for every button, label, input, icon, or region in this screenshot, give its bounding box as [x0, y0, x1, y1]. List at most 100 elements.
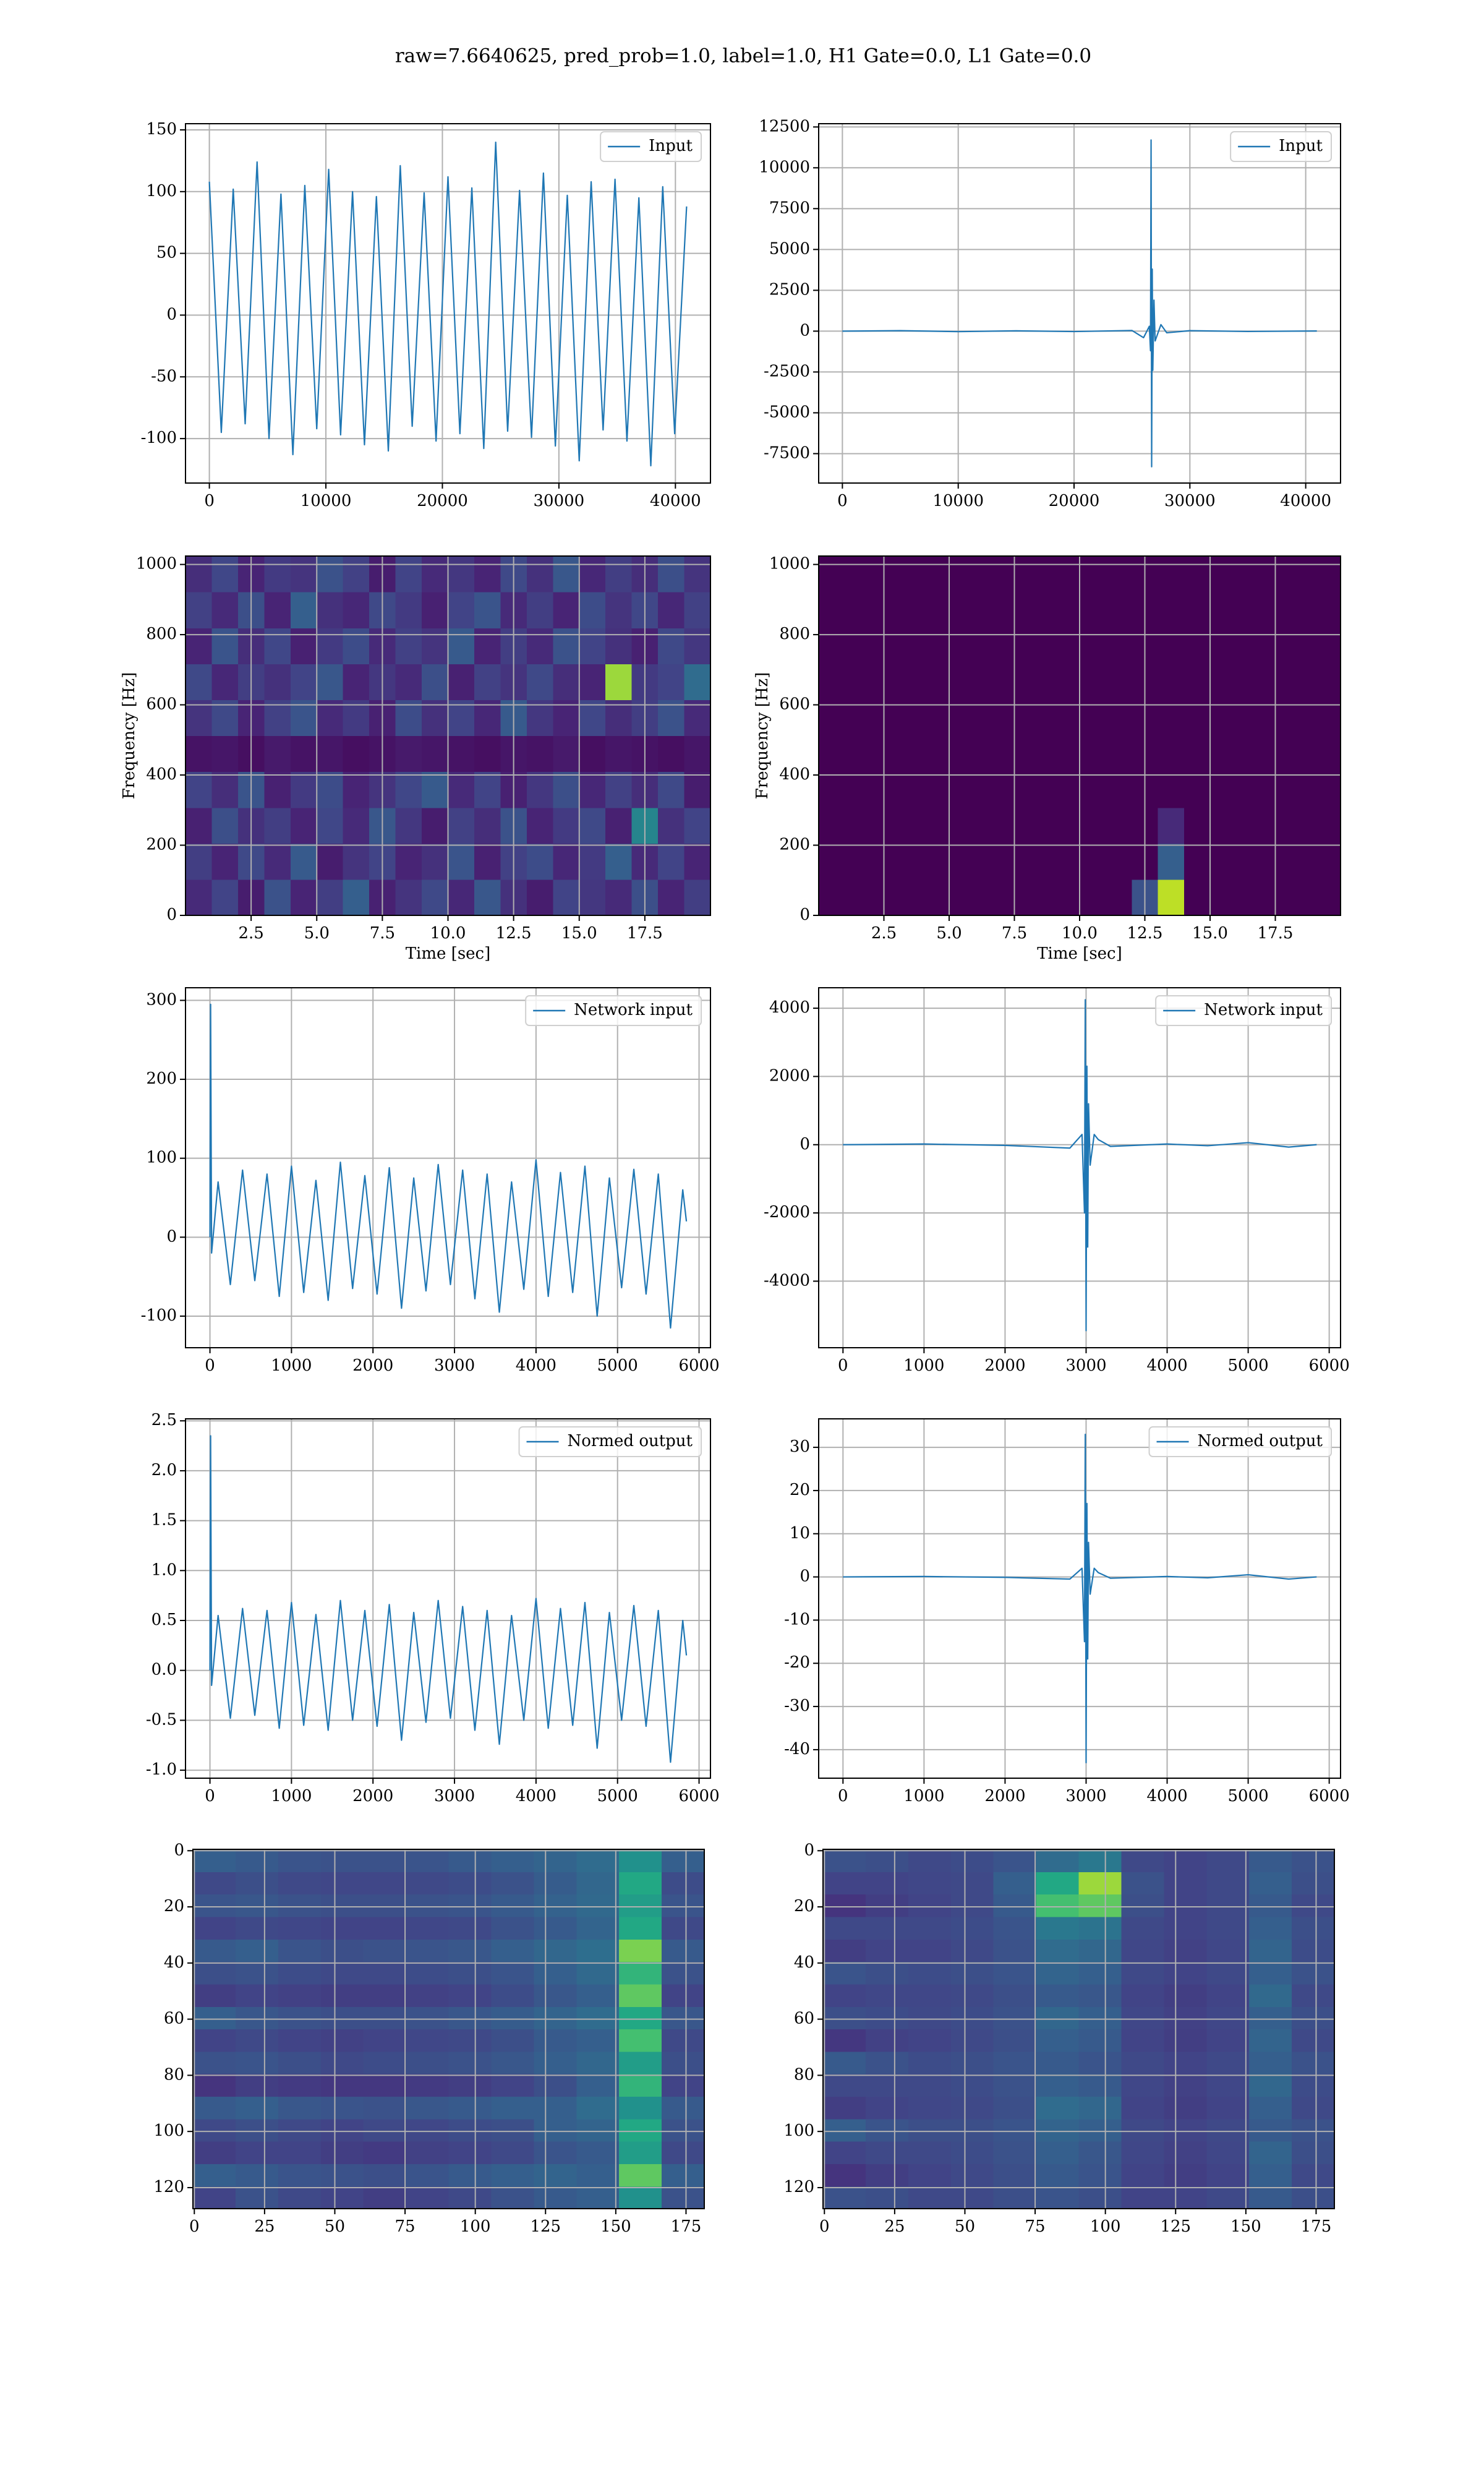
y-tick-label: -20 [784, 1653, 810, 1672]
heatmap-cell [448, 700, 475, 737]
x-tick-label: 5000 [1228, 1787, 1269, 1805]
heatmap-cell [235, 1872, 279, 1895]
heatmap-cell [193, 2051, 236, 2074]
heatmap-cell [491, 2029, 534, 2052]
heatmap-cell [534, 2029, 577, 2052]
x-tick-label: 5.0 [936, 924, 962, 943]
heatmap-cell [264, 592, 291, 628]
heatmap-cell [923, 843, 950, 880]
heatmap-cell [1036, 2029, 1080, 2052]
heatmap-cell [343, 664, 370, 700]
heatmap-cell [662, 2164, 705, 2187]
legend: Network input [525, 995, 702, 1026]
heatmap-cell [534, 1872, 577, 1895]
heatmap-cell [684, 556, 711, 593]
heatmap-cell [1036, 1939, 1080, 1963]
heatmap-cell [605, 879, 633, 916]
x-tick-label: 3000 [1065, 1356, 1106, 1375]
y-tick-label: 100 [153, 2121, 184, 2140]
heatmap-cell [193, 2029, 236, 2052]
heatmap-cell [534, 1939, 577, 1963]
x-tick-label: 7.5 [1002, 924, 1027, 943]
y-tick-label: 80 [164, 2065, 184, 2084]
heatmap-cell [576, 1872, 620, 1895]
heatmap-cell [1164, 2074, 1207, 2097]
x-tick-label: 0 [204, 492, 215, 510]
heatmap-cell [491, 2141, 534, 2164]
heatmap-cell [579, 664, 606, 700]
heatmap-cell [619, 1849, 662, 1872]
legend: Normed output [518, 1426, 702, 1457]
heatmap-cell [320, 2118, 364, 2142]
heatmap-cell [845, 843, 871, 880]
heatmap-cell [474, 879, 501, 916]
heatmap-cell [819, 556, 845, 593]
heatmap-cell [576, 2074, 620, 2097]
heatmap-cell [619, 2118, 662, 2142]
heatmap-cell [1314, 879, 1341, 916]
subplot: 0 10000 20000 30000 40000 -7500 -5000 -2500 0 250… [759, 117, 1341, 510]
heatmap-cell [684, 879, 711, 916]
axes-frame [818, 1418, 1341, 1779]
heatmap-cell [950, 2118, 994, 2142]
legend: Input [1230, 131, 1332, 162]
heatmap-cell [908, 2118, 952, 2142]
heatmap-cell [422, 807, 449, 844]
heatmap-cell [235, 2051, 279, 2074]
heatmap-cell [865, 2051, 909, 2074]
x-tick-label: 0 [838, 1787, 848, 1805]
subplot: 0 1000 2000 3000 4000 5000 6000 -100 0 100 200 300 N… [141, 987, 720, 1375]
heatmap-cell [406, 1872, 450, 1895]
data-line [842, 139, 1317, 468]
heatmap-cell [897, 843, 924, 880]
heatmap-cell [534, 1916, 577, 1940]
heatmap-cell [264, 664, 291, 700]
heatmap-cell [1027, 771, 1054, 808]
heatmap-cell [619, 1872, 662, 1895]
heatmap-cell [684, 771, 711, 808]
heatmap-cell [923, 628, 950, 664]
heatmap-cell [363, 1849, 407, 1872]
heatmap-cell [395, 664, 422, 700]
heatmap-cell [1249, 2186, 1292, 2209]
heatmap-cell [897, 807, 924, 844]
heatmap-cell [658, 556, 685, 593]
heatmap-cell [579, 843, 606, 880]
heatmap-cell [908, 1961, 952, 1985]
heatmap-cell [491, 1894, 534, 1917]
heatmap-cell [1106, 664, 1132, 700]
heatmap-cell [1292, 2118, 1335, 2142]
heatmap-cell [317, 879, 344, 916]
heatmap-cell [865, 2164, 909, 2187]
x-tick-label: 150 [1230, 2217, 1261, 2236]
subplot: 0 1000 2000 3000 4000 5000 6000 -1.0 -0.5 0.0 0.5 1… [146, 1411, 720, 1805]
heatmap-cell [845, 771, 871, 808]
heatmap-cell [1210, 807, 1237, 844]
heatmap-cell [1292, 2074, 1335, 2097]
heatmap-cell [491, 2051, 534, 2074]
heatmap-cell [1206, 1961, 1250, 1985]
heatmap-cell [865, 2074, 909, 2097]
x-tick-label: 30000 [534, 492, 585, 510]
heatmap-cell [662, 1984, 705, 2007]
heatmap-cell [949, 664, 976, 700]
x-tick-label: 125 [1160, 2217, 1191, 2236]
heatmap-cell [923, 879, 950, 916]
heatmap-cell [186, 807, 213, 844]
y-tick-label: 40 [164, 1953, 184, 1972]
heatmap-cell [1027, 664, 1054, 700]
heatmap-cell [658, 735, 685, 773]
heatmap-cell [1206, 1849, 1250, 1872]
heatmap-cell [1078, 2051, 1122, 2074]
heatmap-cell [406, 1849, 450, 1872]
x-tick-label: 20000 [417, 492, 468, 510]
heatmap-cell [317, 592, 344, 628]
heatmap-cell [1164, 2186, 1207, 2209]
heatmap-cell [823, 2186, 866, 2209]
heatmap-cell [235, 2074, 279, 2097]
heatmap-cell [320, 1916, 364, 1940]
heatmap-cell [1053, 556, 1080, 593]
heatmap-cell [1027, 628, 1054, 664]
plot-area [819, 1419, 1341, 1778]
heatmap-cell [474, 735, 501, 773]
